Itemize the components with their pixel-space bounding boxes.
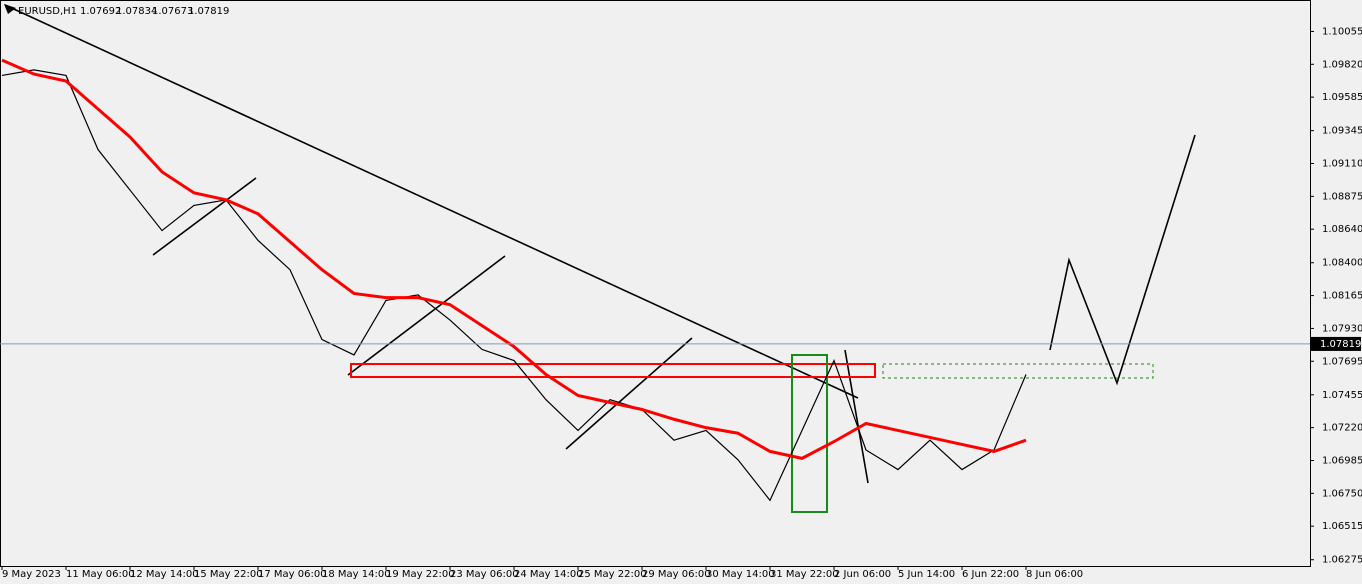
annotations (4, 4, 1196, 513)
price-line (1, 58, 1027, 460)
x-tick-label: 2 Jun 06:00 (834, 569, 891, 580)
y-tick-label: 1.08875 (1322, 191, 1362, 202)
y-tick-label: 1.07930 (1322, 323, 1362, 334)
y-tick-label: 1.09585 (1322, 92, 1362, 103)
x-tick-label: 5 Jun 14:00 (898, 569, 955, 580)
x-tick-label: 6 Jun 22:00 (962, 569, 1019, 580)
trend-line (4, 4, 859, 399)
x-tick-label: 18 May 14:00 (322, 569, 391, 580)
y-tick-label: 1.07695 (1322, 356, 1362, 367)
open: 1.07692 (80, 6, 121, 17)
x-tick-label: 25 May 22:00 (578, 569, 647, 580)
x-tick-label: 23 May 06:00 (450, 569, 519, 580)
x-tick-label: 8 Jun 06:00 (1026, 569, 1083, 580)
trend-line (347, 255, 506, 376)
x-tick-label: 15 May 22:00 (194, 569, 263, 580)
y-tick-label: 1.09345 (1322, 126, 1362, 137)
y-tick-label: 1.08640 (1322, 224, 1362, 235)
y-tick-label: 1.06985 (1322, 455, 1362, 466)
low: 1.07673 (152, 6, 193, 17)
plot-frame (0, 0, 1311, 567)
projection-path (1049, 134, 1196, 386)
x-tick-label: 9 May 2023 (2, 569, 61, 580)
y-tick-label: 1.08165 (1322, 291, 1362, 302)
y-tick-label: 1.06750 (1322, 488, 1362, 499)
trend-line (152, 177, 257, 256)
y-tick-label: 1.09110 (1322, 159, 1362, 170)
last-price-box (1311, 336, 1361, 351)
x-tick-label: 17 May 06:00 (258, 569, 327, 580)
y-tick-label: 1.06515 (1322, 521, 1362, 532)
y-tick-label: 1.07220 (1322, 423, 1362, 434)
x-tick-label: 12 May 14:00 (130, 569, 199, 580)
zone-box (791, 354, 828, 513)
y-tick-label: 1.06275 (1322, 555, 1362, 566)
price-line (1, 69, 1027, 502)
last-price-label: 1.07819 (1320, 339, 1361, 350)
y-tick-label: 1.07455 (1322, 390, 1362, 401)
close: 1.07819 (188, 6, 229, 17)
symbol: EURUSD,H1 (18, 6, 77, 17)
y-tick-label: 1.09820 (1322, 59, 1362, 70)
x-tick-label: 30 May 14:00 (706, 569, 775, 580)
x-tick-label: 11 May 06:00 (66, 569, 135, 580)
x-tick-label: 31 May 22:00 (770, 569, 839, 580)
trend-line (844, 349, 869, 484)
arrow-icon (4, 4, 16, 14)
trend-line (565, 337, 693, 450)
x-tick-label: 29 May 06:00 (642, 569, 711, 580)
y-tick-label: 1.10055 (1322, 26, 1362, 37)
high: 1.07834 (116, 6, 157, 17)
x-tick-label: 24 May 14:00 (514, 569, 583, 580)
x-tick-label: 19 May 22:00 (386, 569, 455, 580)
zone-box (350, 363, 876, 378)
y-tick-label: 1.08400 (1322, 258, 1362, 269)
target-zone (882, 363, 1154, 379)
